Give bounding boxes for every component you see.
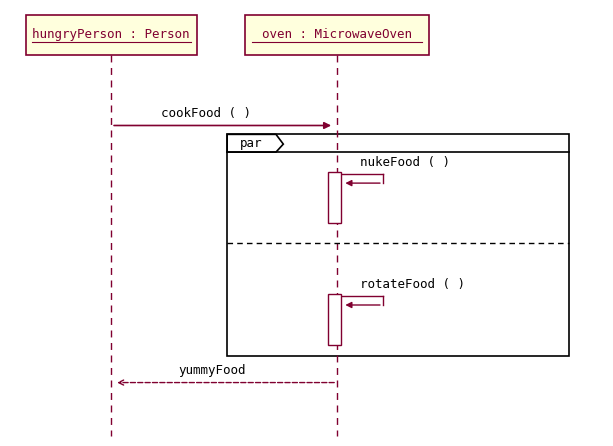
Text: hungryPerson : Person: hungryPerson : Person (32, 28, 190, 41)
FancyBboxPatch shape (26, 15, 197, 54)
Text: oven : MicrowaveOven: oven : MicrowaveOven (262, 28, 412, 41)
Text: cookFood ( ): cookFood ( ) (161, 107, 251, 120)
Text: yummyFood: yummyFood (178, 364, 246, 377)
Text: par: par (240, 137, 263, 150)
FancyBboxPatch shape (328, 172, 341, 223)
Text: nukeFood ( ): nukeFood ( ) (360, 156, 449, 169)
Text: rotateFood ( ): rotateFood ( ) (360, 278, 465, 291)
FancyBboxPatch shape (227, 134, 569, 356)
Polygon shape (227, 134, 283, 152)
FancyBboxPatch shape (245, 15, 428, 54)
FancyBboxPatch shape (328, 294, 341, 345)
